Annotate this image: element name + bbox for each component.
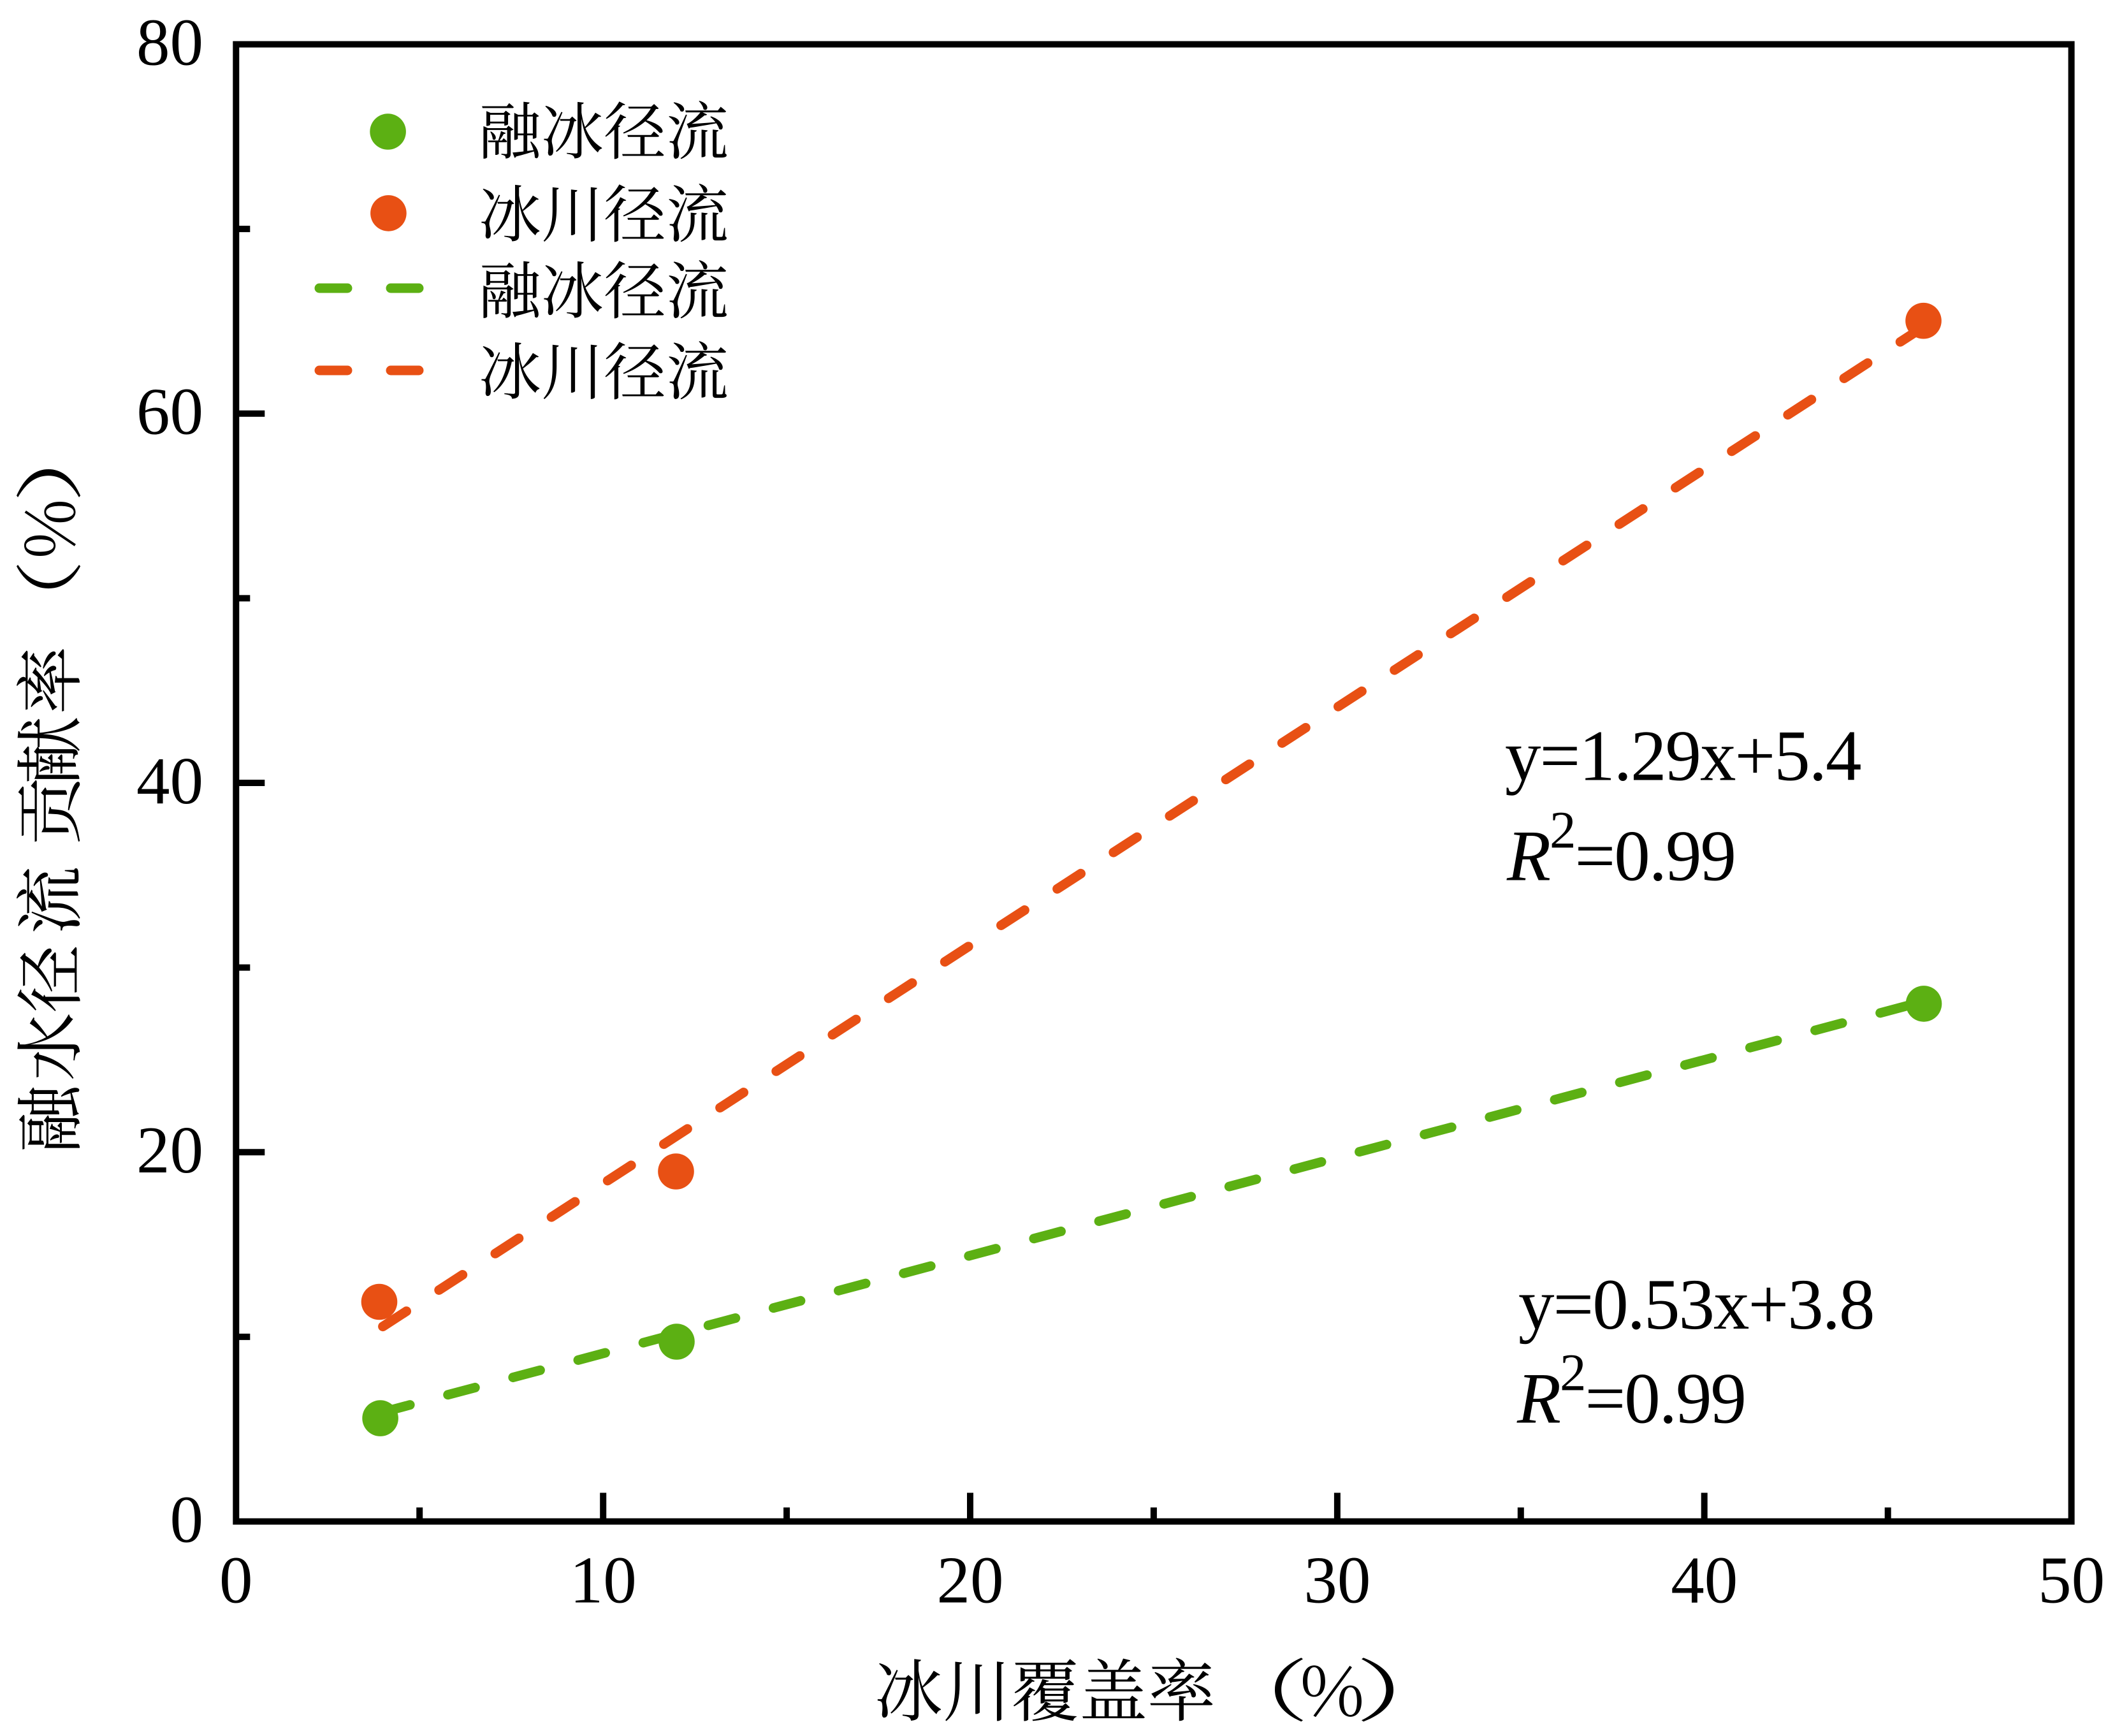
svg-text:50: 50: [2038, 1543, 2105, 1617]
svg-text:y=0.53x+3.8: y=0.53x+3.8: [1518, 1265, 1873, 1345]
svg-text:80: 80: [136, 4, 203, 79]
svg-text:40: 40: [136, 743, 203, 818]
svg-text:20: 20: [136, 1112, 203, 1187]
svg-text:10: 10: [570, 1543, 637, 1617]
svg-text:y=1.29x+5.4: y=1.29x+5.4: [1505, 717, 1861, 796]
svg-text:R2=0.99: R2=0.99: [1506, 801, 1735, 896]
svg-text:60: 60: [136, 374, 203, 449]
svg-text:R2=0.99: R2=0.99: [1516, 1343, 1745, 1439]
svg-text:0: 0: [219, 1543, 253, 1617]
svg-text:20: 20: [937, 1543, 1004, 1617]
svg-text:0: 0: [170, 1482, 204, 1556]
svg-text:40: 40: [1671, 1543, 1738, 1617]
svg-text:30: 30: [1304, 1543, 1370, 1617]
